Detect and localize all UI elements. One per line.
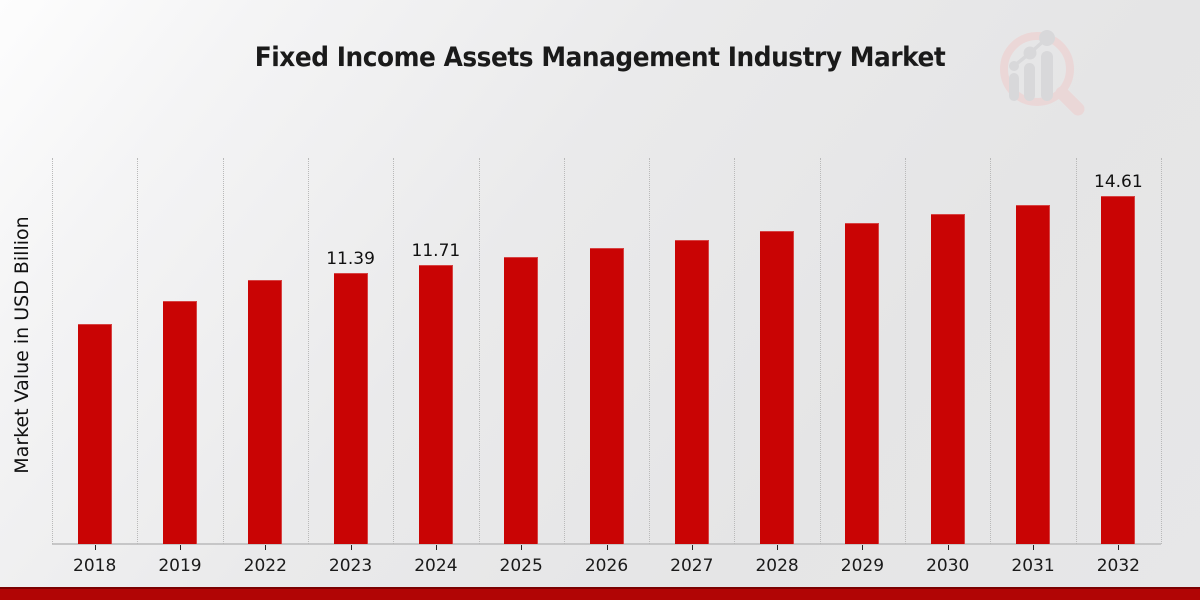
x-axis-tick bbox=[862, 545, 864, 550]
vertical-gridline bbox=[393, 158, 395, 544]
x-tick-label-2032: 2032 bbox=[1096, 556, 1140, 576]
bar-value-label-2023: 11.39 bbox=[326, 248, 375, 269]
x-tick-label-2019: 2019 bbox=[158, 556, 202, 576]
x-axis-tick bbox=[94, 545, 96, 550]
x-tick-label-2022: 2022 bbox=[243, 556, 287, 576]
vertical-gridline bbox=[478, 158, 480, 544]
x-axis-tick bbox=[1118, 545, 1120, 550]
vertical-gridline bbox=[649, 158, 651, 544]
x-tick-label-2030: 2030 bbox=[926, 556, 970, 576]
x-axis-tick bbox=[435, 545, 437, 550]
bar-2026 bbox=[589, 248, 624, 544]
x-axis-tick bbox=[521, 545, 523, 550]
vertical-gridline bbox=[905, 158, 907, 544]
vertical-gridline bbox=[222, 158, 224, 544]
x-tick-label-2026: 2026 bbox=[584, 556, 629, 576]
bar-2022 bbox=[248, 280, 283, 544]
x-axis-tick bbox=[606, 545, 608, 550]
x-tick-label-2023: 2023 bbox=[328, 556, 373, 576]
bottom-accent-band bbox=[0, 587, 1200, 600]
vertical-gridline bbox=[137, 158, 139, 544]
bar-2025 bbox=[504, 256, 539, 544]
x-axis-tick bbox=[350, 545, 352, 550]
x-tick-label-2024: 2024 bbox=[414, 556, 458, 576]
bar-2024 bbox=[418, 264, 453, 544]
vertical-gridline bbox=[990, 158, 992, 544]
bar-value-label-2024: 11.71 bbox=[411, 240, 461, 261]
x-tick-label-2027: 2027 bbox=[670, 556, 714, 576]
vertical-gridline bbox=[1161, 158, 1162, 544]
vertical-gridline bbox=[819, 158, 821, 544]
vertical-gridline bbox=[1075, 158, 1077, 544]
x-axis-tick bbox=[947, 545, 949, 550]
bar-2029 bbox=[845, 223, 880, 544]
x-tick-label-2028: 2028 bbox=[755, 556, 799, 576]
bar-2023 bbox=[333, 272, 368, 544]
bar-2031 bbox=[1016, 204, 1051, 544]
x-axis-tick bbox=[1033, 545, 1035, 550]
vertical-gridline bbox=[563, 158, 565, 544]
bar-2018 bbox=[77, 324, 112, 544]
vertical-gridline bbox=[52, 158, 53, 544]
y-axis-label: Market Value in USD Billion bbox=[11, 216, 33, 474]
vertical-gridline bbox=[307, 158, 309, 544]
bar-2028 bbox=[760, 230, 795, 544]
x-axis-tick bbox=[179, 545, 181, 550]
x-axis-tick bbox=[691, 545, 693, 550]
x-axis-tick bbox=[265, 545, 267, 550]
x-axis-line bbox=[52, 543, 1161, 545]
x-axis-tick bbox=[777, 545, 779, 550]
magnifier-bar-chart-logo-icon bbox=[1000, 30, 1085, 116]
bar-2030 bbox=[930, 214, 965, 544]
bar-2027 bbox=[674, 239, 709, 544]
x-tick-label-2018: 2018 bbox=[73, 556, 117, 576]
bar-2019 bbox=[162, 300, 197, 544]
chart-title: Fixed Income Assets Management Industry … bbox=[254, 42, 946, 73]
bar-2032 bbox=[1101, 195, 1136, 544]
x-tick-label-2031: 2031 bbox=[1011, 556, 1055, 576]
plot-area: 2018 2019 2022 11.39 2023 11.71 2024 2025 2026 20… bbox=[52, 158, 1162, 576]
x-tick-label-2029: 2029 bbox=[840, 556, 885, 576]
x-tick-label-2025: 2025 bbox=[499, 556, 543, 576]
bar-value-label-2032: 14.61 bbox=[1094, 171, 1143, 192]
vertical-gridline bbox=[734, 158, 736, 544]
